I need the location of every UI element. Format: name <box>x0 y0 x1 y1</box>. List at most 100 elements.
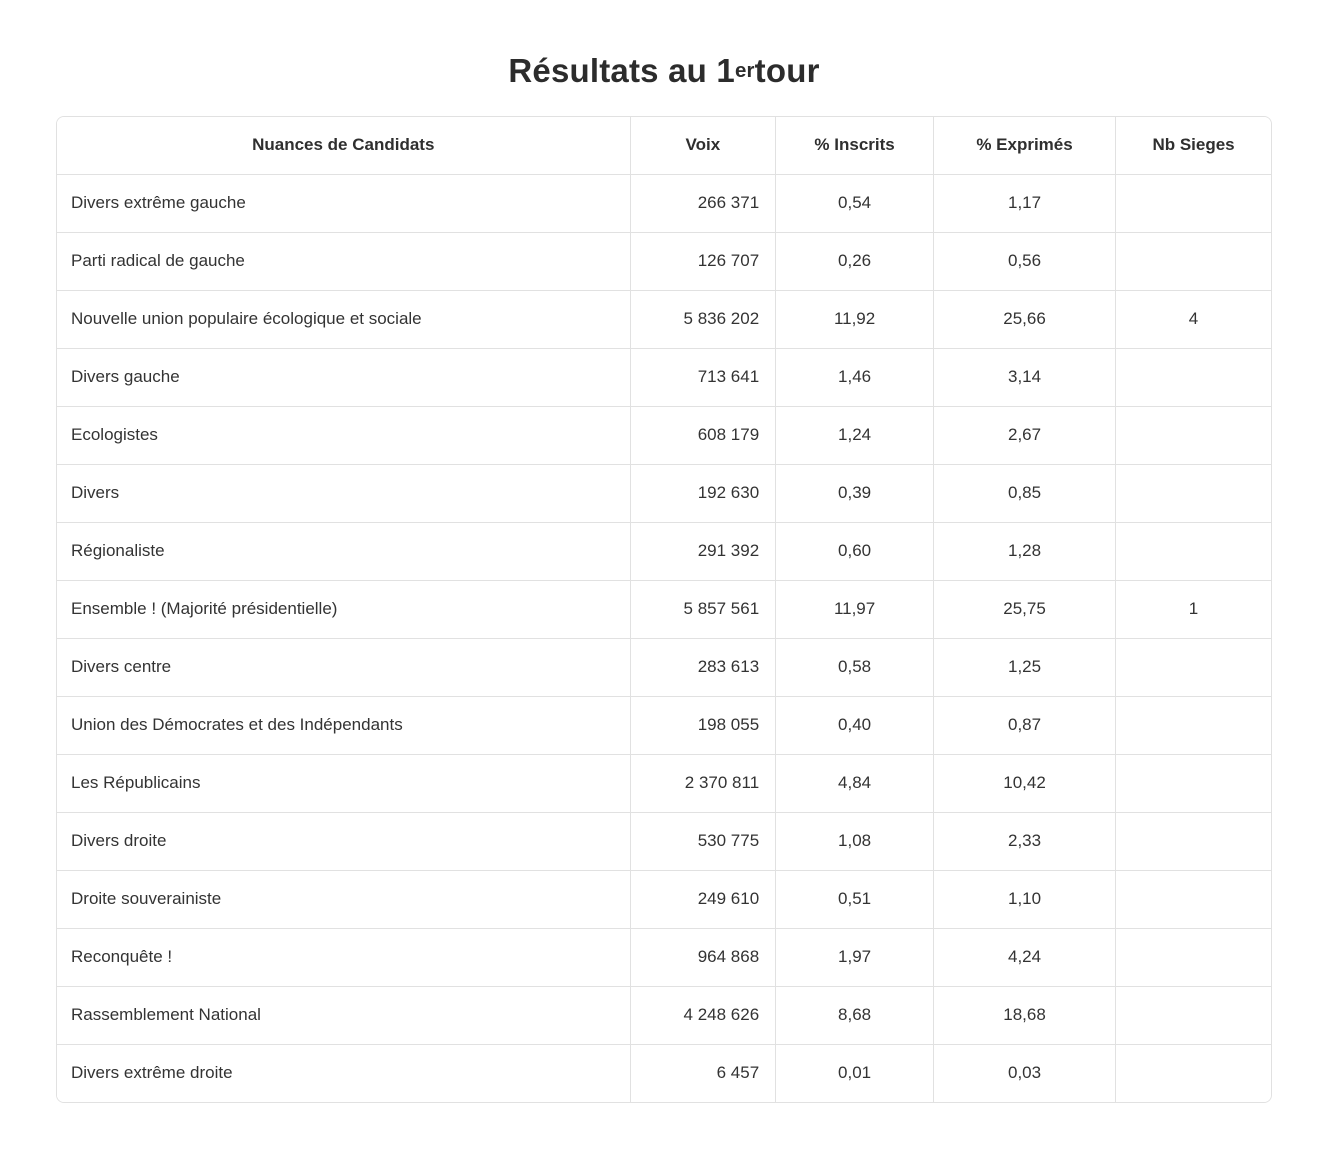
nuance-cell: Ecologistes <box>57 406 631 465</box>
nuance-cell: Divers <box>57 464 631 523</box>
inscrits-cell: 0,40 <box>775 696 934 755</box>
exprimes-cell: 0,87 <box>933 696 1117 755</box>
table-row: Divers extrême droite 6 457 0,01 0,03 <box>57 1044 1271 1102</box>
inscrits-cell: 4,84 <box>775 754 934 813</box>
voix-cell: 283 613 <box>630 638 777 697</box>
voix-cell: 291 392 <box>630 522 777 581</box>
sieges-cell <box>1115 812 1271 871</box>
voix-cell: 4 248 626 <box>630 986 777 1045</box>
column-header-exprimes: % Exprimés <box>933 117 1117 175</box>
table-row: Rassemblement National 4 248 626 8,68 18,68 <box>57 986 1271 1045</box>
table-row: Divers centre 283 613 0,58 1,25 <box>57 638 1271 697</box>
inscrits-cell: 0,39 <box>775 464 934 523</box>
table-row: Divers extrême gauche 266 371 0,54 1,17 <box>57 174 1271 233</box>
table-row: Divers droite 530 775 1,08 2,33 <box>57 812 1271 871</box>
voix-cell: 713 641 <box>630 348 777 407</box>
table-header-row: Nuances de Candidats Voix% Inscrits% Expr… <box>57 117 1271 175</box>
nuance-cell: Divers droite <box>57 812 631 871</box>
exprimes-cell: 18,68 <box>933 986 1117 1045</box>
sieges-cell <box>1115 174 1271 233</box>
nuance-cell: Ensemble ! (Majorité présidentielle) <box>57 580 631 639</box>
exprimes-cell: 1,25 <box>933 638 1117 697</box>
inscrits-cell: 8,68 <box>775 986 934 1045</box>
page-title-text: Résultats au 1 <box>508 52 735 89</box>
exprimes-cell: 1,10 <box>933 870 1117 929</box>
table-row: Ensemble ! (Majorité présidentielle) 5 85… <box>57 580 1271 639</box>
nuance-cell: Union des Démocrates et des Indépendants <box>57 696 631 755</box>
page-title: Résultats au 1 er tour <box>508 52 820 89</box>
nuance-cell: Droite souverainiste <box>57 870 631 929</box>
table-row: Union des Démocrates et des Indépendants… <box>57 696 1271 755</box>
inscrits-cell: 0,26 <box>775 232 934 291</box>
inscrits-cell: 1,24 <box>775 406 934 465</box>
nuance-cell: Parti radical de gauche <box>57 232 631 291</box>
table-row: Parti radical de gauche 126 707 0,26 0,56 <box>57 232 1271 291</box>
exprimes-cell: 1,17 <box>933 174 1117 233</box>
nuance-cell: Divers gauche <box>57 348 631 407</box>
voix-cell: 198 055 <box>630 696 777 755</box>
inscrits-cell: 1,08 <box>775 812 934 871</box>
nuance-cell: Divers centre <box>57 638 631 697</box>
sieges-cell <box>1115 638 1271 697</box>
voix-cell: 964 868 <box>630 928 777 987</box>
table-row: Les Républicains 2 370 811 4,84 10,42 <box>57 754 1271 813</box>
sieges-cell <box>1115 348 1271 407</box>
exprimes-cell: 0,85 <box>933 464 1117 523</box>
table-row: Régionaliste 291 392 0,60 1,28 <box>57 522 1271 581</box>
nuance-cell: Divers extrême gauche <box>57 174 631 233</box>
table-row: Nouvelle union populaire écologique et s… <box>57 290 1271 349</box>
table-row: Divers gauche 713 641 1,46 3,14 <box>57 348 1271 407</box>
inscrits-cell: 0,01 <box>775 1044 934 1102</box>
sieges-cell <box>1115 464 1271 523</box>
results-table: Nuances de Candidats Voix% Inscrits% Expr… <box>56 116 1272 1103</box>
nuance-cell: Divers extrême droite <box>57 1044 631 1102</box>
exprimes-cell: 25,75 <box>933 580 1117 639</box>
sieges-cell: 1 <box>1115 580 1271 639</box>
sieges-cell: 4 <box>1115 290 1271 349</box>
exprimes-cell: 4,24 <box>933 928 1117 987</box>
voix-cell: 608 179 <box>630 406 777 465</box>
table-row: Divers 192 630 0,39 0,85 <box>57 464 1271 523</box>
inscrits-cell: 1,97 <box>775 928 934 987</box>
nuance-cell: Reconquête ! <box>57 928 631 987</box>
column-header-voix: Voix <box>630 117 777 175</box>
inscrits-cell: 0,58 <box>775 638 934 697</box>
sieges-cell <box>1115 754 1271 813</box>
exprimes-cell: 1,28 <box>933 522 1117 581</box>
table-row: Droite souverainiste 249 610 0,51 1,10 <box>57 870 1271 929</box>
sieges-cell <box>1115 1044 1271 1102</box>
inscrits-cell: 0,51 <box>775 870 934 929</box>
exprimes-cell: 25,66 <box>933 290 1117 349</box>
voix-cell: 266 371 <box>630 174 777 233</box>
nuance-cell: Rassemblement National <box>57 986 631 1045</box>
voix-cell: 5 836 202 <box>630 290 777 349</box>
sieges-cell <box>1115 870 1271 929</box>
sieges-cell <box>1115 522 1271 581</box>
exprimes-cell: 2,33 <box>933 812 1117 871</box>
sieges-cell <box>1115 232 1271 291</box>
results-table-grid: Nuances de Candidats Voix% Inscrits% Expr… <box>57 117 1271 1102</box>
inscrits-cell: 11,97 <box>775 580 934 639</box>
inscrits-cell: 0,54 <box>775 174 934 233</box>
sieges-cell <box>1115 986 1271 1045</box>
column-header-inscrits: % Inscrits <box>775 117 934 175</box>
exprimes-cell: 3,14 <box>933 348 1117 407</box>
voix-cell: 5 857 561 <box>630 580 777 639</box>
voix-cell: 530 775 <box>630 812 777 871</box>
voix-cell: 192 630 <box>630 464 777 523</box>
nuance-cell: Régionaliste <box>57 522 631 581</box>
voix-cell: 6 457 <box>630 1044 777 1102</box>
table-body: Divers extrême gauche 266 371 0,54 1,17 Part… <box>57 174 1271 1102</box>
inscrits-cell: 0,60 <box>775 522 934 581</box>
voix-cell: 126 707 <box>630 232 777 291</box>
column-header-sieges: Nb Sieges <box>1115 117 1271 175</box>
inscrits-cell: 11,92 <box>775 290 934 349</box>
exprimes-cell: 0,56 <box>933 232 1117 291</box>
nuance-cell: Nouvelle union populaire écologique et s… <box>57 290 631 349</box>
exprimes-cell: 0,03 <box>933 1044 1117 1102</box>
exprimes-cell: 10,42 <box>933 754 1117 813</box>
table-row: Reconquête ! 964 868 1,97 4,24 <box>57 928 1271 987</box>
sieges-cell <box>1115 928 1271 987</box>
column-header-nuance: Nuances de Candidats <box>57 117 631 175</box>
nuance-cell: Les Républicains <box>57 754 631 813</box>
